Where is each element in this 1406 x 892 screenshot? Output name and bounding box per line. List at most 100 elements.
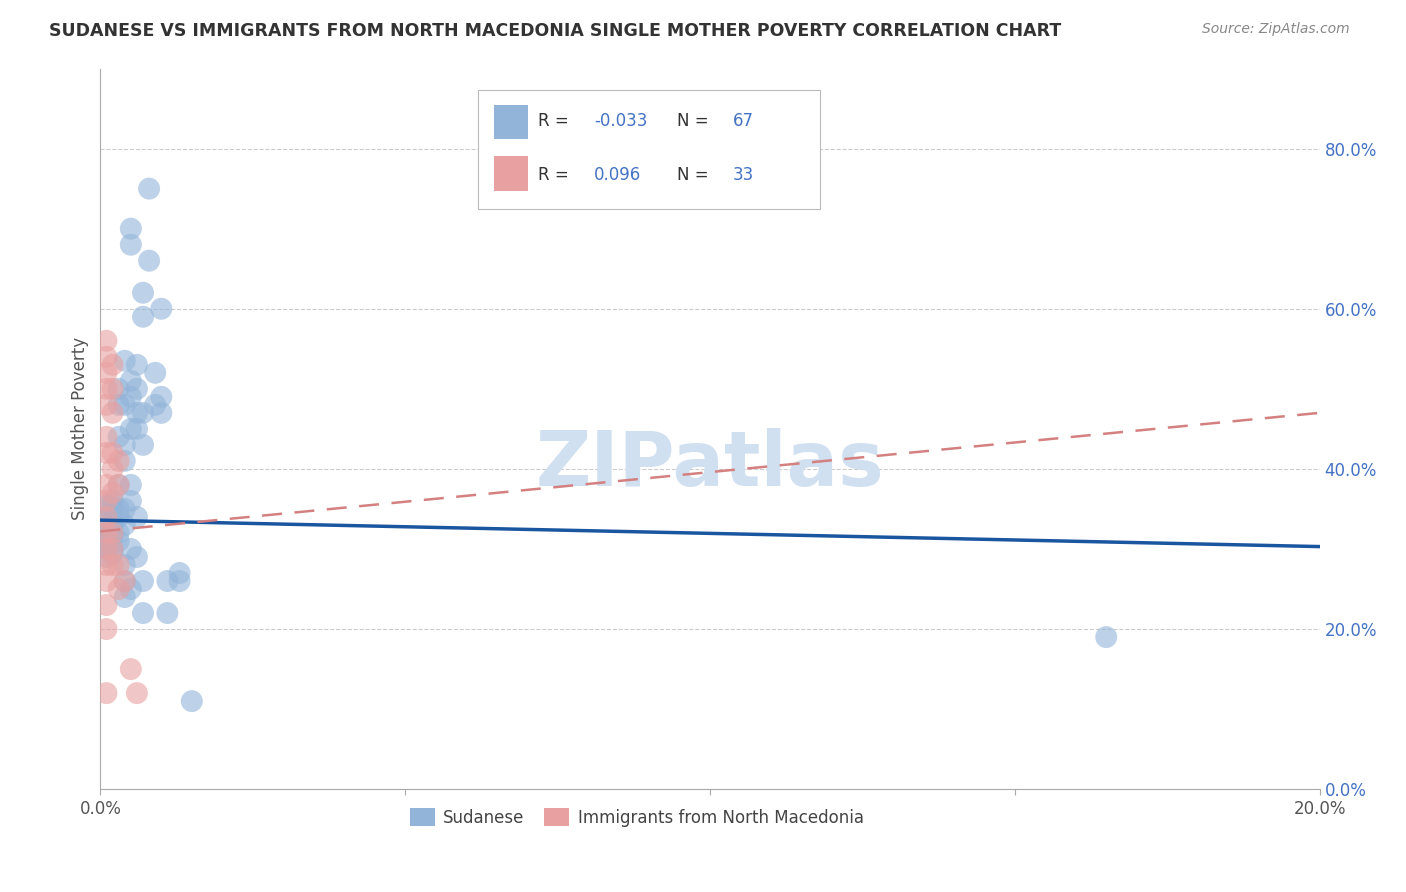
- Point: [107, 582, 129, 596]
- Point: [96, 558, 118, 572]
- Point: [107, 478, 129, 492]
- FancyBboxPatch shape: [494, 156, 529, 191]
- Point: [132, 285, 155, 300]
- Text: -0.033: -0.033: [595, 112, 648, 130]
- Point: [101, 498, 124, 512]
- Point: [96, 622, 118, 636]
- Text: 67: 67: [733, 112, 754, 130]
- Point: [107, 454, 129, 468]
- FancyBboxPatch shape: [494, 104, 529, 139]
- Point: [132, 438, 155, 452]
- Point: [96, 478, 118, 492]
- Point: [114, 454, 136, 468]
- Point: [96, 366, 118, 380]
- Point: [107, 382, 129, 396]
- Y-axis label: Single Mother Poverty: Single Mother Poverty: [72, 337, 89, 520]
- Point: [132, 606, 155, 620]
- Point: [107, 533, 129, 548]
- Point: [96, 686, 118, 700]
- Point: [125, 422, 148, 436]
- Point: [120, 422, 142, 436]
- Point: [120, 494, 142, 508]
- Point: [120, 662, 142, 676]
- Text: R =: R =: [538, 112, 574, 130]
- Point: [107, 558, 129, 572]
- Point: [138, 253, 160, 268]
- Point: [1095, 630, 1118, 644]
- Point: [125, 510, 148, 524]
- Point: [114, 398, 136, 412]
- Point: [96, 498, 118, 512]
- Point: [120, 374, 142, 388]
- Point: [150, 406, 173, 420]
- Point: [132, 574, 155, 588]
- Point: [101, 446, 124, 460]
- Point: [125, 358, 148, 372]
- Point: [138, 181, 160, 195]
- Point: [114, 353, 136, 368]
- Point: [96, 541, 118, 556]
- Point: [120, 390, 142, 404]
- Point: [101, 462, 124, 476]
- Point: [125, 406, 148, 420]
- Point: [169, 574, 191, 588]
- Point: [101, 382, 124, 396]
- Point: [101, 558, 124, 572]
- Text: ZIPatlas: ZIPatlas: [536, 428, 884, 502]
- Point: [114, 574, 136, 588]
- Point: [96, 541, 118, 556]
- Point: [143, 366, 166, 380]
- Point: [96, 350, 118, 364]
- Point: [180, 694, 202, 708]
- Point: [96, 430, 118, 444]
- Point: [101, 406, 124, 420]
- Point: [96, 533, 118, 548]
- Point: [101, 494, 124, 508]
- Point: [169, 566, 191, 580]
- Point: [101, 546, 124, 560]
- Point: [150, 390, 173, 404]
- Point: [156, 574, 179, 588]
- Point: [101, 518, 124, 533]
- Point: [125, 382, 148, 396]
- Point: [107, 430, 129, 444]
- FancyBboxPatch shape: [478, 90, 820, 209]
- Point: [143, 398, 166, 412]
- Text: 0.096: 0.096: [595, 166, 641, 184]
- Text: SUDANESE VS IMMIGRANTS FROM NORTH MACEDONIA SINGLE MOTHER POVERTY CORRELATION CH: SUDANESE VS IMMIGRANTS FROM NORTH MACEDO…: [49, 22, 1062, 40]
- Point: [114, 502, 136, 516]
- Point: [101, 526, 124, 541]
- Point: [101, 526, 124, 541]
- Point: [96, 398, 118, 412]
- Point: [120, 221, 142, 235]
- Point: [114, 574, 136, 588]
- Point: [120, 541, 142, 556]
- Point: [96, 514, 118, 528]
- Point: [114, 590, 136, 604]
- Point: [125, 549, 148, 564]
- Point: [96, 382, 118, 396]
- Point: [101, 506, 124, 520]
- Point: [120, 237, 142, 252]
- Point: [150, 301, 173, 316]
- Text: N =: N =: [678, 112, 714, 130]
- Point: [96, 446, 118, 460]
- Point: [101, 541, 124, 556]
- Point: [96, 334, 118, 348]
- Text: 33: 33: [733, 166, 755, 184]
- Point: [107, 510, 129, 524]
- Point: [156, 606, 179, 620]
- Point: [96, 526, 118, 541]
- Text: Source: ZipAtlas.com: Source: ZipAtlas.com: [1202, 22, 1350, 37]
- Point: [132, 310, 155, 324]
- Point: [114, 518, 136, 533]
- Point: [107, 502, 129, 516]
- Point: [125, 686, 148, 700]
- Point: [101, 530, 124, 544]
- Point: [107, 478, 129, 492]
- Legend: Sudanese, Immigrants from North Macedonia: Sudanese, Immigrants from North Macedoni…: [402, 800, 872, 835]
- Point: [107, 526, 129, 541]
- Point: [96, 522, 118, 536]
- Point: [114, 438, 136, 452]
- Point: [101, 486, 124, 500]
